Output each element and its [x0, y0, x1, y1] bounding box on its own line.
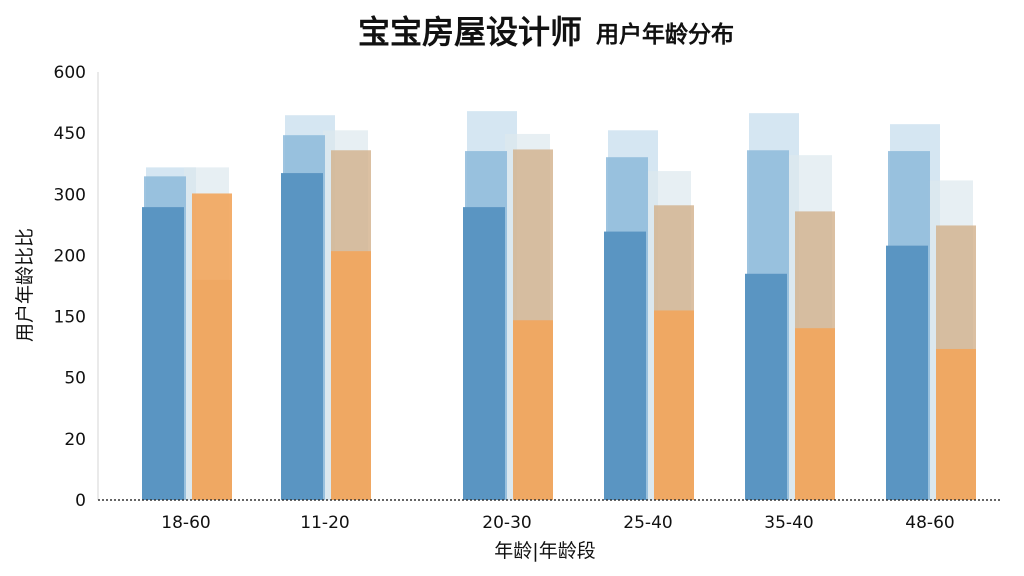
chart-subtitle: 用户年龄分布 [596, 21, 734, 48]
bar-series5-48-60 [886, 245, 928, 500]
bar-series5-18-60 [142, 207, 184, 500]
bar-series5-11-20 [281, 173, 323, 500]
bar-series6-11-20 [331, 251, 371, 500]
x-tick-label: 18-60 [161, 513, 210, 533]
y-tick-label: 20 [64, 430, 86, 450]
bar-series6-18-60 [192, 193, 232, 501]
chart-title: 宝宝房屋设计师 [358, 13, 582, 51]
bar-series5-20-30 [463, 207, 505, 500]
y-tick-label: 200 [54, 246, 86, 266]
bar-series6-48-60 [936, 348, 976, 500]
bar-series6-25-40 [654, 310, 694, 500]
x-tick-label: 48-60 [905, 513, 954, 533]
x-axis-title: 年龄|年龄段 [494, 540, 595, 562]
y-tick-label: 450 [54, 124, 86, 144]
x-tick-label: 11-20 [300, 513, 349, 533]
y-tick-label: 150 [54, 308, 86, 328]
bar-series6-35-40 [795, 328, 835, 500]
x-tick-label: 25-40 [623, 513, 672, 533]
bar-series5-25-40 [604, 231, 646, 500]
y-tick-label: 600 [54, 63, 86, 83]
x-tick-labels: 18-60 11-20 20-30 25-40 35-40 48-60 [161, 513, 954, 533]
y-tick-label: 50 [64, 369, 86, 389]
x-tick-label: 35-40 [764, 513, 813, 533]
y-tick-label: 0 [75, 491, 86, 511]
x-tick-label: 20-30 [482, 513, 531, 533]
y-axis-title: 用户年龄比比 [14, 228, 36, 342]
y-tick-label: 300 [54, 185, 86, 205]
bars-layer [142, 111, 976, 501]
bar-series6-20-30 [513, 320, 553, 500]
bar-series5-35-40 [745, 273, 787, 500]
